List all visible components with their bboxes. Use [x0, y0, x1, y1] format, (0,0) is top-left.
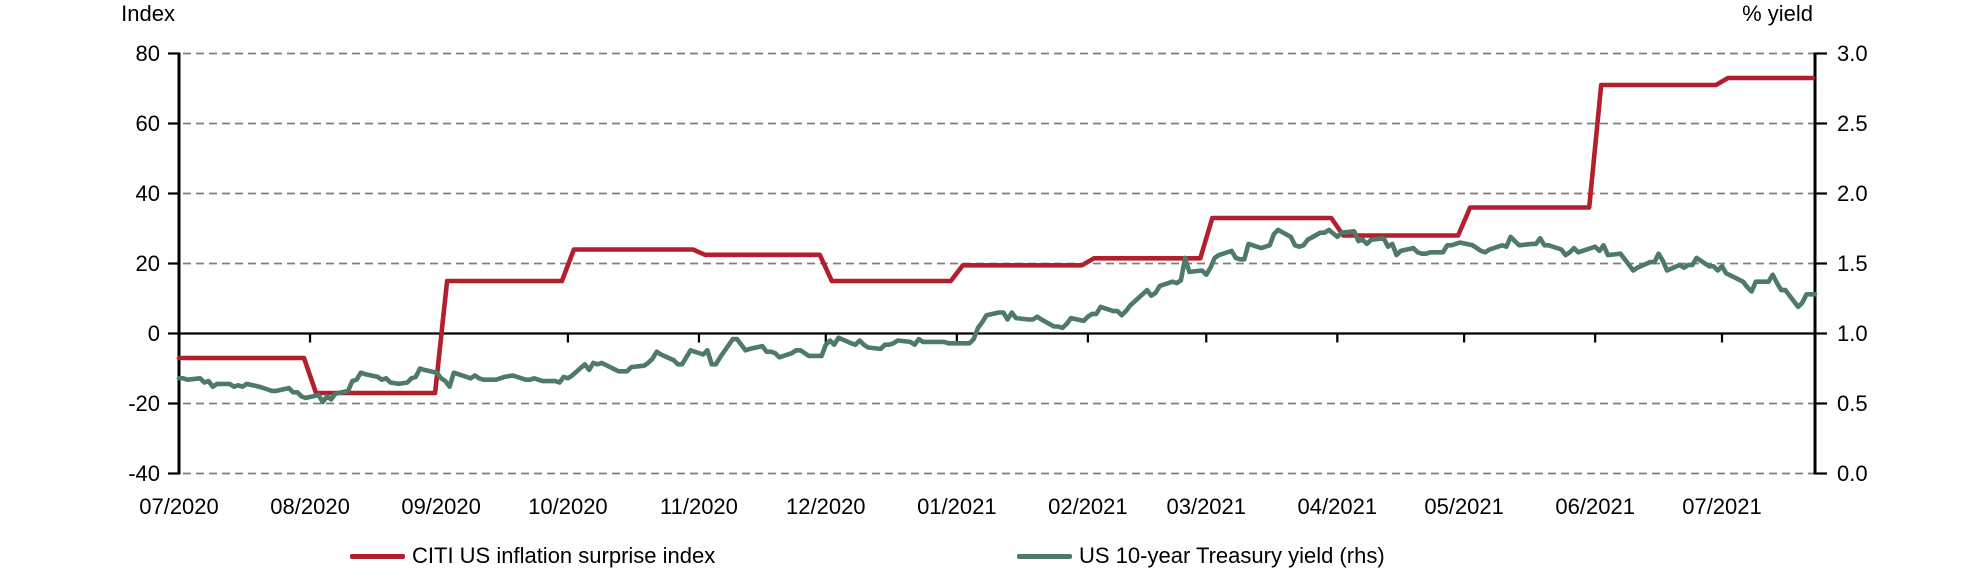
legend-label-citi-index: CITI US inflation surprise index [412, 543, 716, 568]
x-axis-month-label: 01/2021 [917, 494, 997, 519]
left-axis-tick-label: -40 [128, 460, 160, 486]
left-axis-tick-label: 0 [147, 320, 160, 346]
legend-label-treasury-yield: US 10-year Treasury yield (rhs) [1079, 543, 1385, 568]
treasury-yield-line [176, 227, 1818, 405]
left-axis-tick-label: -20 [128, 390, 160, 416]
x-axis-month-label: 06/2021 [1555, 494, 1635, 519]
citi-inflation-surprise-line [176, 75, 1816, 396]
right-axis-tick-label: 0.0 [1837, 460, 1868, 486]
left-axis-tick-label: 20 [135, 250, 160, 276]
right-axis-tick-label: 3.0 [1837, 40, 1868, 66]
right-axis-tick-label: 1.5 [1837, 250, 1868, 276]
x-axis-month-label: 07/2021 [1682, 494, 1762, 519]
legend-item-treasury-yield: US 10-year Treasury yield (rhs) [1017, 542, 1385, 570]
left-axis-title: Index [121, 1, 175, 26]
legend: CITI US inflation surprise index US 10-y… [0, 542, 1984, 572]
legend-item-citi-index: CITI US inflation surprise index [350, 542, 715, 570]
x-axis-month-label: 11/2020 [660, 494, 738, 519]
right-axis-tick-label: 2.5 [1837, 110, 1868, 136]
right-axis-tick-label: 1.0 [1837, 320, 1868, 346]
left-axis-tick-label: 80 [135, 40, 160, 66]
citi-index-line-swatch [350, 553, 405, 559]
x-axis-month-label: 10/2020 [528, 494, 608, 519]
x-axis-month-label: 08/2020 [270, 494, 350, 519]
left-axis-tick-label: 60 [135, 110, 160, 136]
x-axis-month-label: 04/2021 [1297, 494, 1378, 519]
x-axis-month-label: 07/2020 [139, 494, 219, 519]
x-axis-month-label: 02/2021 [1048, 494, 1128, 519]
x-axis-month-label: 05/2021 [1424, 494, 1504, 519]
right-axis-tick-label: 0.5 [1837, 390, 1868, 416]
right-axis-title: % yield [1742, 1, 1813, 26]
x-axis-month-label: 09/2020 [401, 494, 481, 519]
right-axis-tick-label: 2.0 [1837, 180, 1868, 206]
x-axis-month-label: 03/2021 [1166, 494, 1247, 519]
left-axis-tick-label: 40 [135, 180, 160, 206]
x-axis-month-label: 12/2020 [786, 494, 866, 519]
treasury-yield-line-swatch [1017, 553, 1072, 559]
